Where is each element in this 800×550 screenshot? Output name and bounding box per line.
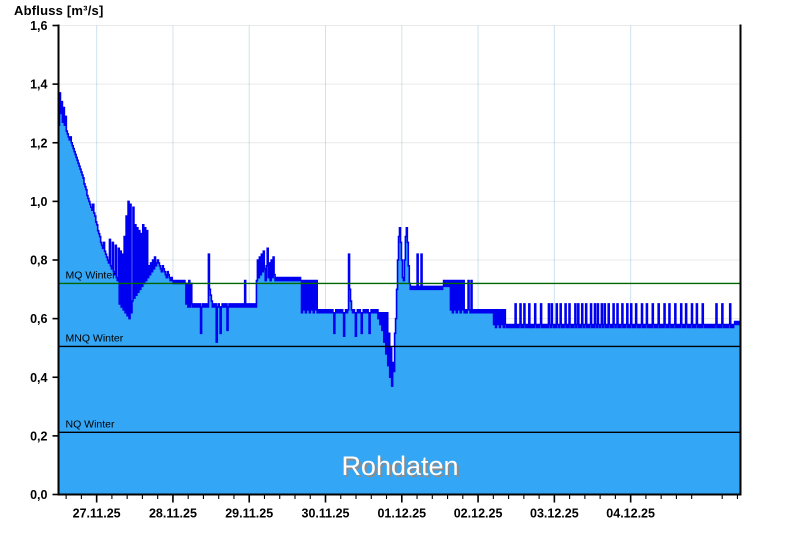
data-line xyxy=(58,92,741,387)
x-tick-label: 27.11.25 xyxy=(73,507,121,521)
data-fill xyxy=(58,92,741,495)
x-axis-labels-group: 27.11.25 28.11.25 29.11.25 30.11.25 01.12.25… xyxy=(73,507,655,521)
y-tick-label: 0,8 xyxy=(30,254,47,268)
y-tick-label: 0,2 xyxy=(30,429,47,443)
x-tick-label: 30.11.25 xyxy=(302,507,350,521)
ticks-group xyxy=(52,24,738,503)
page-title: Abfluss [m³/s] xyxy=(14,3,104,18)
data-area-group xyxy=(58,92,741,495)
reference-line-label: MNQ Winter xyxy=(66,332,124,344)
watermark-shadow: Rohdaten xyxy=(343,453,460,483)
x-tick-label: 02.12.25 xyxy=(454,507,503,521)
y-axis-labels-group: 0,0 0,2 0,4 0,6 0,8 1,0 1,2 1,4 1,6 xyxy=(30,19,47,502)
x-tick-label: 03.12.25 xyxy=(530,507,579,521)
x-tick-label: 29.11.25 xyxy=(225,507,273,521)
y-tick-label: 1,6 xyxy=(30,19,47,33)
x-tick-label: 04.12.25 xyxy=(606,507,655,521)
reference-labels-group: MQ Winter MNQ Winter NQ Winter xyxy=(66,269,124,430)
y-tick-label: 0,0 xyxy=(30,488,47,502)
reference-line-label: MQ Winter xyxy=(66,269,117,281)
y-tick-label: 1,2 xyxy=(30,136,47,150)
y-tick-label: 1,0 xyxy=(30,195,47,209)
reference-lines-group xyxy=(58,282,741,434)
y-tick-label: 0,6 xyxy=(30,312,47,326)
watermark-text: Rohdaten xyxy=(341,451,458,481)
y-tick-label: 0,4 xyxy=(30,371,47,385)
x-tick-label: 01.12.25 xyxy=(377,507,426,521)
x-tick-label: 28.11.25 xyxy=(149,507,197,521)
y-tick-label: 1,4 xyxy=(30,78,47,92)
reference-line-label: NQ Winter xyxy=(66,418,116,430)
